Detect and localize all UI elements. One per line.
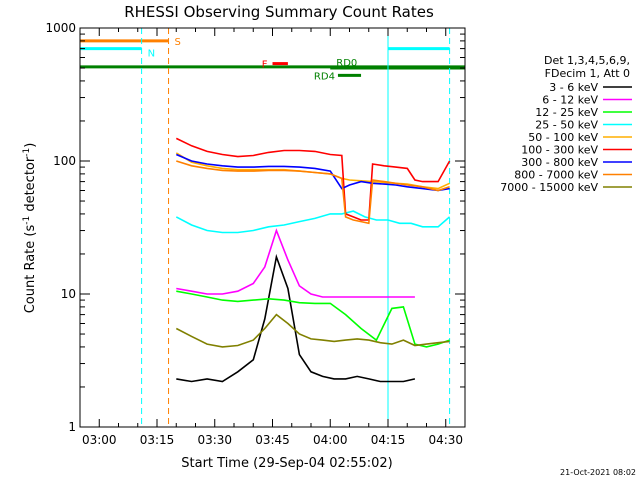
x-tick-label: 04:30 (428, 433, 463, 447)
legend-label: 25 - 50 keV (535, 119, 598, 132)
y-axis-label-part: Count Rate (s (23, 225, 38, 314)
legend-label: 50 - 100 keV (528, 131, 598, 144)
series-line (175, 137, 451, 221)
x-tick-label: 03:15 (140, 433, 175, 447)
flag-label: F (262, 60, 268, 71)
y-tick-label: 1000 (45, 21, 76, 35)
flag-label: RD0 (336, 58, 357, 69)
series-line (176, 160, 450, 225)
x-tick-label: 04:00 (313, 433, 348, 447)
legend-label: 300 - 800 keV (521, 156, 598, 169)
legend-label: 3 - 6 keV (549, 81, 598, 94)
series-line (176, 290, 450, 348)
x-axis-label: Start Time (29-Sep-04 02:55:02) (181, 456, 392, 471)
x-tick-label: 03:30 (197, 433, 232, 447)
y-axis: 1 10 100 1000 (45, 21, 465, 434)
y-axis-label-sup: -1 (22, 216, 32, 225)
series-line (175, 313, 450, 348)
x-tick-label: 04:15 (371, 433, 406, 447)
legend-label: 800 - 7000 keV (514, 169, 598, 182)
chart-title: RHESSI Observing Summary Count Rates (124, 3, 434, 21)
y-tick-label: 100 (53, 154, 76, 168)
series-line (175, 153, 450, 192)
series-line (176, 253, 416, 383)
flag-label: RD4 (314, 71, 335, 82)
x-tick-label: 03:00 (82, 433, 117, 447)
x-axis: 03:00 03:15 03:30 03:45 04:00 04:15 04:30 (79, 28, 466, 447)
legend-label: 12 - 25 keV (535, 106, 598, 119)
vertical-markers (141, 28, 451, 427)
y-axis-label: Count Rate (s-1 detector-1) (22, 143, 38, 314)
flag-label: N (148, 49, 155, 60)
series-lines (175, 137, 451, 383)
legend-header-line: FDecim 1, Att 0 (545, 67, 630, 80)
y-tick-label: 10 (61, 287, 76, 301)
legend-label: 7000 - 15000 keV (500, 181, 598, 194)
legend-label: 100 - 300 keV (521, 144, 598, 157)
series-line (176, 228, 415, 298)
x-tick-label: 03:45 (255, 433, 290, 447)
legend-header-line: Det 1,3,4,5,6,9, (544, 54, 630, 67)
y-axis-label-part: detector (23, 156, 38, 216)
footer-date: 21-Oct-2021 08:02 (560, 468, 636, 477)
legend-label: 6 - 12 keV (542, 94, 598, 107)
y-axis-label-part: ) (23, 143, 38, 148)
y-axis-label-sup: -1 (22, 148, 32, 157)
series-line (175, 210, 451, 234)
y-tick-label: 1 (68, 420, 76, 434)
flag-label: S (175, 37, 181, 48)
